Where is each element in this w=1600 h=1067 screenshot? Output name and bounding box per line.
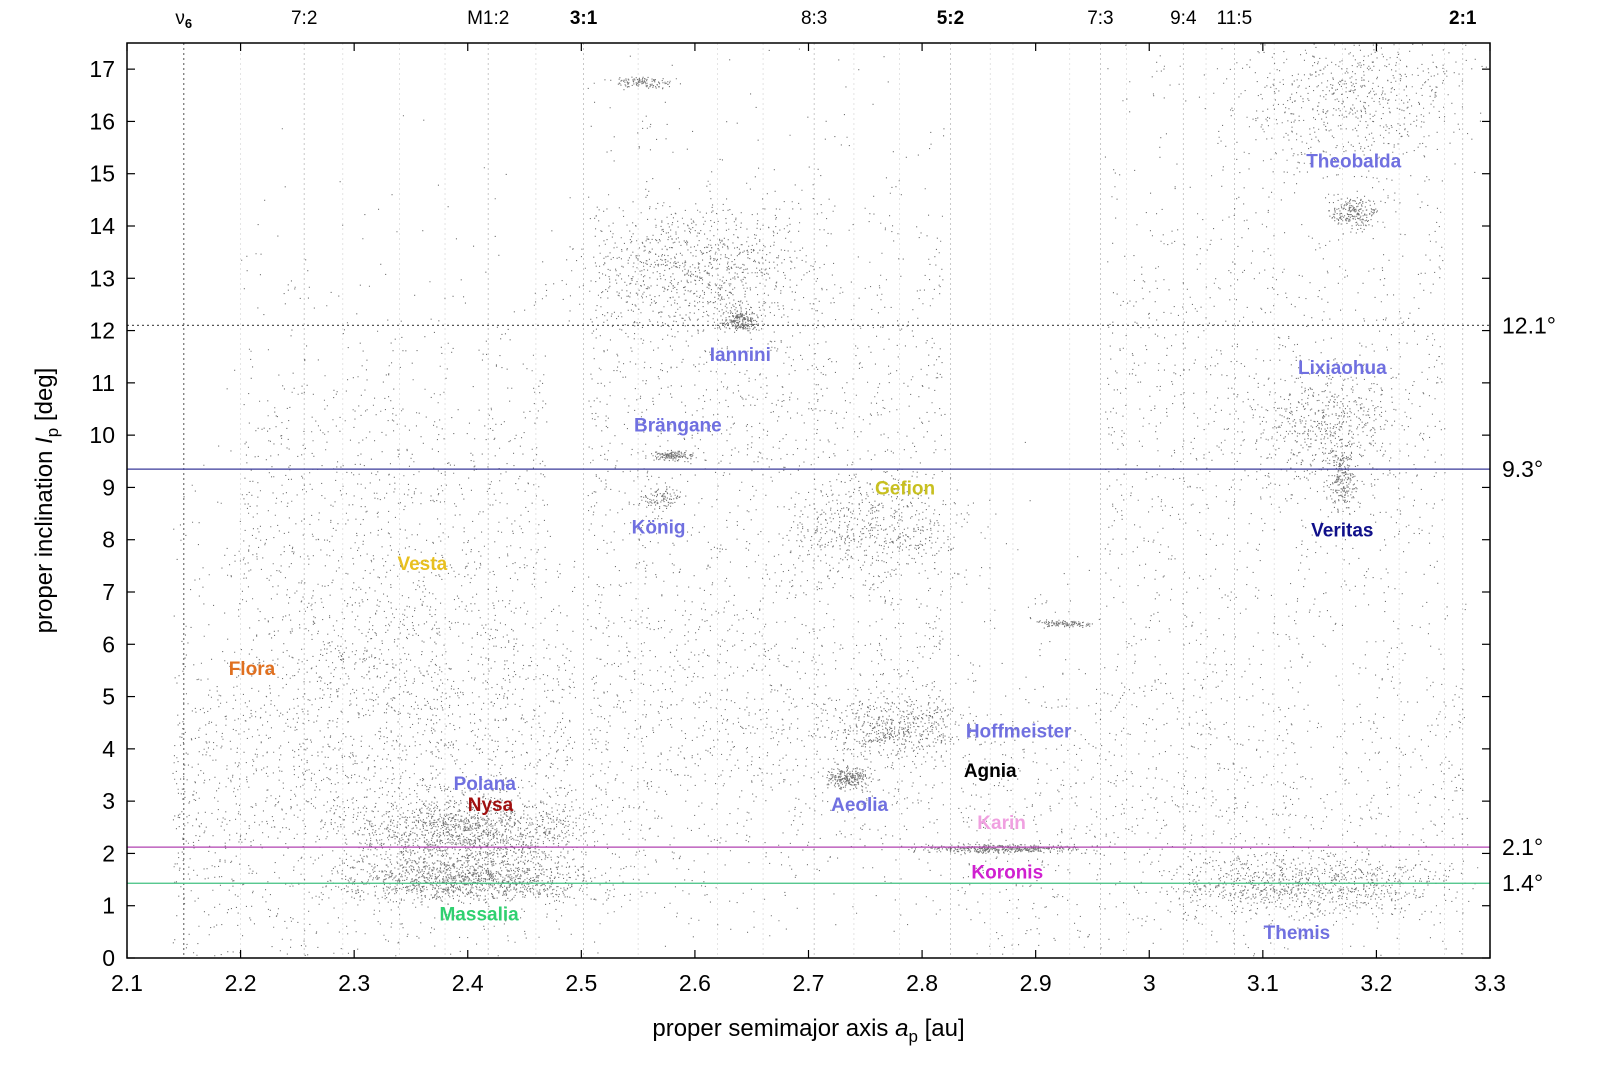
y-tick-label: 0 xyxy=(102,945,115,971)
y-tick-label: 10 xyxy=(89,422,115,448)
y-tick-label: 17 xyxy=(89,56,115,82)
family-label-hoffmeister: Hoffmeister xyxy=(966,722,1072,743)
resonance-label: M1:2 xyxy=(467,8,509,29)
family-label-polana: Polana xyxy=(454,774,517,795)
inclination-line-label: 1.4° xyxy=(1502,870,1543,896)
y-tick-label: 13 xyxy=(89,265,115,291)
family-label-agnia: Agnia xyxy=(964,761,1017,782)
family-label-veritas: Veritas xyxy=(1311,520,1373,541)
y-tick-label: 16 xyxy=(89,108,115,134)
x-tick-label: 2.5 xyxy=(565,970,597,996)
y-tick-label: 6 xyxy=(102,631,115,657)
x-tick-label: 3.1 xyxy=(1247,970,1279,996)
y-tick-label: 9 xyxy=(102,474,115,500)
y-tick-label: 2 xyxy=(102,840,115,866)
resonance-label: 9:4 xyxy=(1170,8,1197,29)
plot-frame xyxy=(126,42,1491,959)
family-label-iannini: Iannini xyxy=(710,345,771,366)
x-tick-label: 2.9 xyxy=(1020,970,1052,996)
y-tick-label: 1 xyxy=(102,893,115,919)
resonance-label: ν6 xyxy=(175,8,192,31)
inclination-line-label: 2.1° xyxy=(1502,834,1543,860)
resonance-label: 11:5 xyxy=(1217,8,1253,29)
resonance-label: 7:3 xyxy=(1087,8,1113,29)
resonance-label: 7:2 xyxy=(291,8,317,29)
family-label-massalia: Massalia xyxy=(439,905,519,926)
family-label-vesta: Vesta xyxy=(397,554,447,575)
resonance-label: 2:1 xyxy=(1449,8,1477,29)
x-tick-label: 3.3 xyxy=(1474,970,1506,996)
y-tick-label: 15 xyxy=(89,161,115,187)
inclination-line-label: 9.3° xyxy=(1502,456,1543,482)
resonance-lines xyxy=(183,43,1464,958)
family-label-nysa: Nysa xyxy=(468,795,514,816)
y-tick-label: 8 xyxy=(102,527,115,553)
x-tick-label: 2.2 xyxy=(225,970,257,996)
y-axis-label: proper inclination Ip [deg] xyxy=(31,368,62,634)
family-label-knig: König xyxy=(632,518,686,539)
inclination-reference-lines xyxy=(127,324,1490,884)
asteroid-points xyxy=(172,43,1487,957)
family-label-theobalda: Theobalda xyxy=(1306,152,1401,173)
x-tick-label: 3.2 xyxy=(1360,970,1392,996)
family-label-aeolia: Aeolia xyxy=(831,795,888,816)
y-tick-label: 14 xyxy=(89,213,115,239)
resonance-label: 5:2 xyxy=(937,8,964,29)
resonance-label: 8:3 xyxy=(801,8,827,29)
y-tick-label: 5 xyxy=(102,684,115,710)
x-tick-label: 2.4 xyxy=(452,970,484,996)
family-label-koronis: Koronis xyxy=(971,863,1043,884)
x-tick-label: 2.8 xyxy=(906,970,938,996)
family-label-karin: Karin xyxy=(977,813,1026,834)
y-tick-label: 12 xyxy=(89,318,115,344)
resonance-label: 3:1 xyxy=(570,8,598,29)
family-label-themis: Themis xyxy=(1264,923,1331,944)
family-label-flora: Flora xyxy=(229,659,276,680)
family-label-lixiaohua: Lixiaohua xyxy=(1298,358,1387,379)
resonance-labels: ν6 7:2 M1:2 3:1 8:3 5:2 7:3 9:4 11:5 2:1 xyxy=(175,8,1476,31)
scatter-points xyxy=(172,43,1487,957)
y-tick-label: 7 xyxy=(102,579,115,605)
inclination-line-labels: 12.1° 9.3° 2.1° 1.4° xyxy=(1502,312,1556,896)
x-axis-label: proper semimajor axis ap [au] xyxy=(652,1015,964,1046)
x-tick-label: 2.1 xyxy=(111,970,143,996)
x-tick-label: 2.6 xyxy=(679,970,711,996)
axis-ticks: 2.1 2.2 2.3 2.4 2.5 2.6 2.7 2.8 2.9 3 3.1 3.2 3.3012… xyxy=(89,43,1506,996)
x-tick-label: 2.7 xyxy=(793,970,825,996)
y-tick-label: 4 xyxy=(102,736,115,762)
inclination-line-label: 12.1° xyxy=(1502,312,1556,338)
y-tick-label: 11 xyxy=(91,370,115,396)
y-tick-label: 3 xyxy=(102,788,115,814)
x-tick-label: 2.3 xyxy=(338,970,370,996)
family-label-brngane: Brängane xyxy=(634,416,722,437)
x-tick-label: 3 xyxy=(1143,970,1156,996)
family-label-gefion: Gefion xyxy=(875,478,935,499)
